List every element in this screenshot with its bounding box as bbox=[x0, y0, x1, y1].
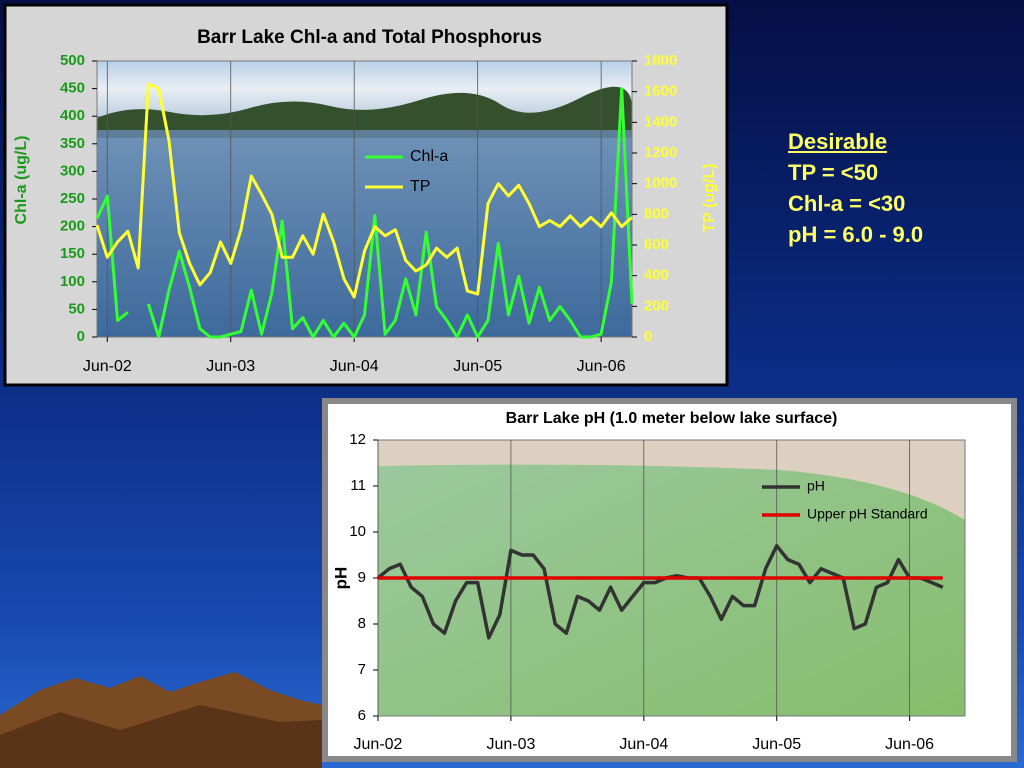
legend-label: pH bbox=[807, 478, 825, 494]
y-axis-label: pH bbox=[331, 567, 350, 590]
y-tick-label: 100 bbox=[60, 273, 85, 290]
y-tick-label: 10 bbox=[349, 523, 366, 540]
y-tick-label: 6 bbox=[358, 707, 366, 724]
y-tick-label: 150 bbox=[60, 245, 85, 262]
y-tick-label: 200 bbox=[644, 297, 669, 314]
y-tick-label: 1000 bbox=[644, 175, 677, 192]
photo-sky bbox=[97, 61, 632, 116]
desirable-box: Desirable TP = <50 Chl-a = <30 pH = 6.0 … bbox=[788, 126, 923, 250]
x-tick-label: Jun-06 bbox=[885, 736, 934, 753]
y-tick-label: 800 bbox=[644, 205, 669, 222]
y-tick-label: 400 bbox=[644, 267, 669, 284]
data-line bbox=[95, 82, 633, 299]
y-tick-label: 11 bbox=[350, 477, 366, 494]
y-axis-label: Chl-a (ug/L) bbox=[13, 136, 30, 225]
y-tick-label: 300 bbox=[60, 162, 85, 179]
x-tick-label: Jun-05 bbox=[752, 736, 801, 753]
x-tick-label: Jun-02 bbox=[83, 358, 132, 375]
x-tick-label: Jun-04 bbox=[619, 736, 668, 753]
legend-label: Chl-a bbox=[410, 148, 448, 165]
y-tick-label: 0 bbox=[77, 328, 85, 345]
x-tick-label: Jun-06 bbox=[577, 358, 626, 375]
y-tick-label: 12 bbox=[349, 431, 366, 448]
y-tick-label: 1800 bbox=[644, 52, 677, 69]
chart-title: Barr Lake pH (1.0 meter below lake surfa… bbox=[506, 410, 838, 427]
mountain-shadow bbox=[0, 705, 322, 768]
y-tick-label: 200 bbox=[60, 218, 85, 235]
data-line bbox=[95, 87, 634, 339]
y-tick-label: 450 bbox=[60, 80, 85, 97]
y-tick-label: 8 bbox=[358, 615, 366, 632]
photo-reflection bbox=[97, 130, 632, 138]
y-tick-label: 400 bbox=[60, 107, 85, 124]
desirable-heading: Desirable bbox=[788, 129, 888, 154]
legend-label: TP bbox=[410, 178, 430, 195]
y-tick-label: 50 bbox=[68, 300, 85, 317]
y-tick-label: 350 bbox=[60, 135, 85, 152]
data-line bbox=[376, 544, 944, 640]
legend-label: Upper pH Standard bbox=[807, 506, 928, 522]
y-tick-label: 1200 bbox=[644, 144, 677, 161]
y-tick-label: 7 bbox=[358, 661, 366, 678]
x-tick-label: Jun-03 bbox=[206, 358, 255, 375]
x-tick-label: Jun-02 bbox=[354, 736, 403, 753]
y-tick-label: 250 bbox=[60, 190, 85, 207]
y-tick-label: 9 bbox=[358, 569, 366, 586]
photo-shore bbox=[378, 440, 965, 520]
y2-axis-label: TP (ug/L) bbox=[701, 163, 718, 232]
desirable-line: pH = 6.0 - 9.0 bbox=[788, 222, 924, 247]
x-tick-label: Jun-05 bbox=[453, 358, 502, 375]
desirable-line: Chl-a = <30 bbox=[788, 191, 906, 216]
x-tick-label: Jun-04 bbox=[330, 358, 379, 375]
x-tick-label: Jun-03 bbox=[486, 736, 535, 753]
chart-title: Barr Lake Chl-a and Total Phosphorus bbox=[197, 27, 542, 48]
y-tick-label: 1400 bbox=[644, 113, 677, 130]
desirable-line: TP = <50 bbox=[788, 160, 879, 185]
y-tick-label: 600 bbox=[644, 236, 669, 253]
y-tick-label: 0 bbox=[644, 328, 652, 345]
y-tick-label: 500 bbox=[60, 52, 85, 69]
y-tick-label: 1600 bbox=[644, 83, 677, 100]
